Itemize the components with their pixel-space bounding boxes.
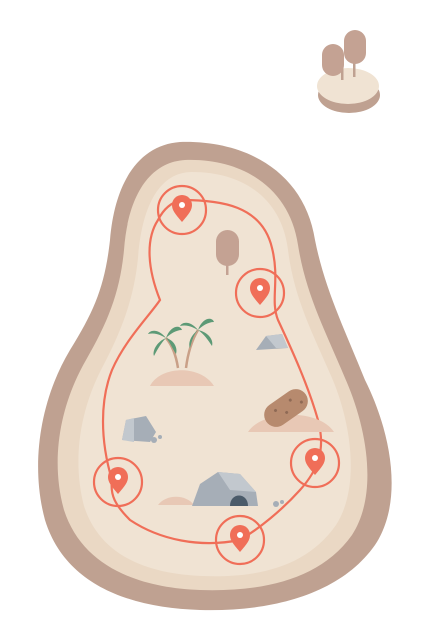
island-sand	[78, 172, 351, 577]
map-pin-top[interactable]	[156, 184, 208, 236]
peanut-icon	[248, 389, 334, 432]
palm-tree-icon	[148, 318, 214, 386]
map-pin-icon	[108, 467, 128, 494]
tree-icon	[216, 230, 239, 275]
cave-icon	[158, 472, 284, 507]
map-pin-icon	[230, 525, 250, 552]
map-pin-upper-right[interactable]	[234, 267, 286, 319]
map-pin-left[interactable]	[92, 456, 144, 508]
rock-icon	[256, 334, 288, 350]
route-path	[101, 198, 323, 545]
map-pin-bottom[interactable]	[214, 514, 266, 566]
map-pin-icon	[172, 195, 192, 222]
main-island	[38, 141, 392, 611]
rock-icon	[122, 416, 162, 443]
map-pin-right[interactable]	[289, 437, 341, 489]
map-pin-icon	[305, 448, 325, 475]
map-pin-icon	[250, 278, 270, 305]
islet-icon	[317, 30, 380, 113]
